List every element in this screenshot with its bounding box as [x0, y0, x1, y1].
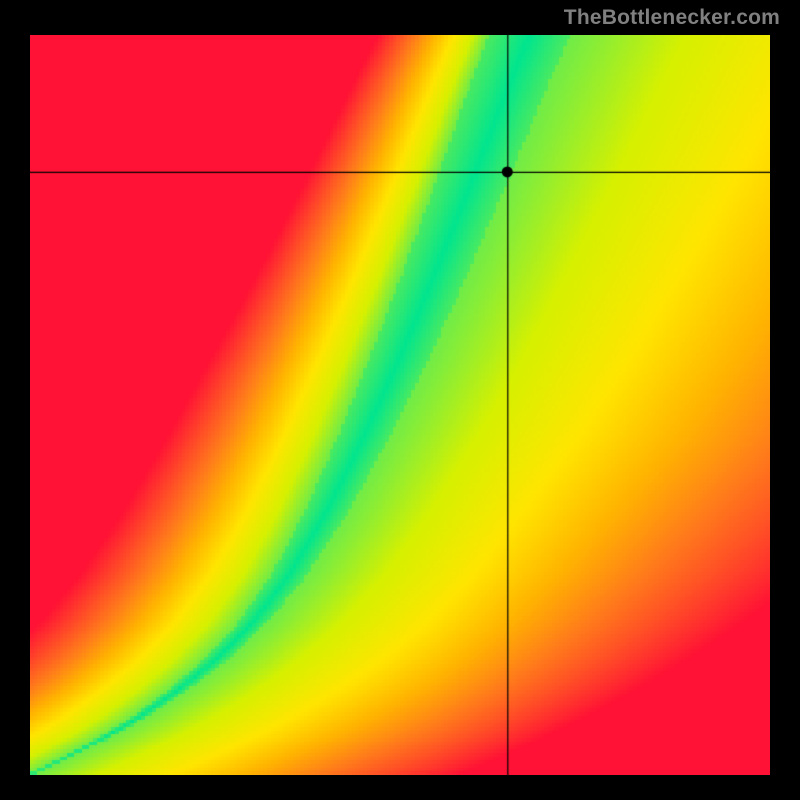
watermark-text: TheBottlenecker.com — [564, 6, 780, 30]
bottleneck-heatmap — [30, 35, 770, 775]
chart-container: { "watermark": { "text": "TheBottlenecke… — [0, 0, 800, 800]
